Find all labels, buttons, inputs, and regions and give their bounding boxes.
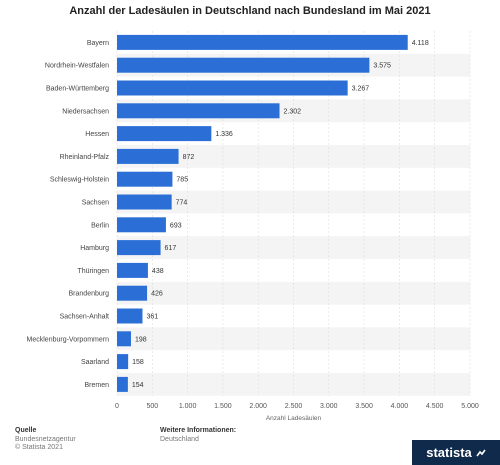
bar-1 bbox=[117, 57, 370, 73]
bar-6 bbox=[117, 171, 173, 187]
info-label: Weitere Informationen: bbox=[160, 427, 237, 434]
x-tick-label: 0 bbox=[115, 403, 119, 410]
category-label: Berlin bbox=[91, 222, 109, 229]
value-label: 774 bbox=[176, 200, 188, 207]
value-label: 158 bbox=[132, 359, 144, 366]
x-tick-label: 1.000 bbox=[179, 403, 197, 410]
category-label: Brandenburg bbox=[69, 291, 110, 298]
category-label: Nordrhein-Westfalen bbox=[45, 63, 109, 70]
source-label: Quelle bbox=[15, 427, 37, 434]
category-label: Saarland bbox=[81, 359, 109, 366]
chart-title: Anzahl der Ladesäulen in Deutschland nac… bbox=[69, 5, 431, 17]
bar-9 bbox=[117, 240, 161, 256]
bar-0 bbox=[117, 34, 408, 50]
info-text: Deutschland bbox=[160, 436, 199, 443]
x-tick-label: 2.000 bbox=[249, 403, 267, 410]
value-label: 4.118 bbox=[412, 40, 429, 47]
bar-13 bbox=[117, 331, 131, 347]
x-tick-label: 2.500 bbox=[285, 403, 303, 410]
x-tick-label: 5.000 bbox=[461, 403, 479, 410]
value-label: 361 bbox=[146, 314, 158, 321]
x-tick-label: 3.000 bbox=[320, 403, 338, 410]
source-line-2: © Statista 2021 bbox=[15, 444, 63, 451]
bar-14 bbox=[117, 354, 129, 370]
row-stripe bbox=[117, 190, 470, 214]
value-label: 3.575 bbox=[373, 63, 391, 70]
category-label: Sachsen-Anhalt bbox=[60, 314, 109, 321]
category-label: Bremen bbox=[84, 382, 109, 389]
row-stripe bbox=[117, 327, 470, 351]
category-label: Mecklenburg-Vorpommern bbox=[27, 336, 110, 343]
category-label: Niedersachsen bbox=[62, 108, 109, 115]
statista-wave-icon bbox=[476, 449, 486, 456]
category-label: Hamburg bbox=[80, 245, 109, 252]
x-tick-label: 1.500 bbox=[214, 403, 232, 410]
value-label: 154 bbox=[132, 382, 144, 389]
value-label: 693 bbox=[170, 222, 182, 229]
category-label: Hessen bbox=[85, 131, 109, 138]
x-tick-label: 4.500 bbox=[426, 403, 444, 410]
bar-3 bbox=[117, 103, 280, 119]
bar-chart: Bayern 4.118 Nordrhein-Westfalen 3.575 Baden… bbox=[27, 31, 479, 420]
category-label: Sachsen bbox=[82, 200, 109, 207]
bar-4 bbox=[117, 126, 212, 142]
x-axis-title: Anzahl Ladesäulen bbox=[266, 415, 322, 420]
value-label: 426 bbox=[151, 291, 163, 298]
bar-7 bbox=[117, 194, 172, 210]
category-label: Bayern bbox=[87, 40, 109, 47]
value-label: 2.302 bbox=[284, 108, 302, 115]
bar-11 bbox=[117, 285, 148, 301]
bar-2 bbox=[117, 80, 348, 96]
bar-8 bbox=[117, 217, 166, 233]
category-label: Baden-Württemberg bbox=[46, 86, 109, 93]
row-stripe bbox=[117, 281, 470, 305]
x-tick-label: 3.500 bbox=[355, 403, 373, 410]
x-tick-label: 4.000 bbox=[391, 403, 409, 410]
x-tick-label: 500 bbox=[146, 403, 158, 410]
value-label: 785 bbox=[176, 177, 188, 184]
source-line-1: Bundesnetzagentur bbox=[15, 436, 76, 443]
value-label: 617 bbox=[165, 245, 177, 252]
statista-logo[interactable]: statista bbox=[412, 440, 500, 465]
bar-5 bbox=[117, 148, 179, 164]
category-label: Thüringen bbox=[77, 268, 109, 275]
category-label: Rheinland-Pfalz bbox=[60, 154, 110, 161]
value-label: 1.336 bbox=[215, 131, 233, 138]
brand-name: statista bbox=[426, 445, 472, 460]
value-label: 872 bbox=[183, 154, 195, 161]
bar-10 bbox=[117, 262, 148, 278]
bar-15 bbox=[117, 376, 128, 392]
value-label: 438 bbox=[152, 268, 164, 275]
value-label: 198 bbox=[135, 336, 147, 343]
value-label: 3.267 bbox=[352, 86, 370, 93]
bar-12 bbox=[117, 308, 143, 324]
category-label: Schleswig-Holstein bbox=[50, 177, 109, 184]
